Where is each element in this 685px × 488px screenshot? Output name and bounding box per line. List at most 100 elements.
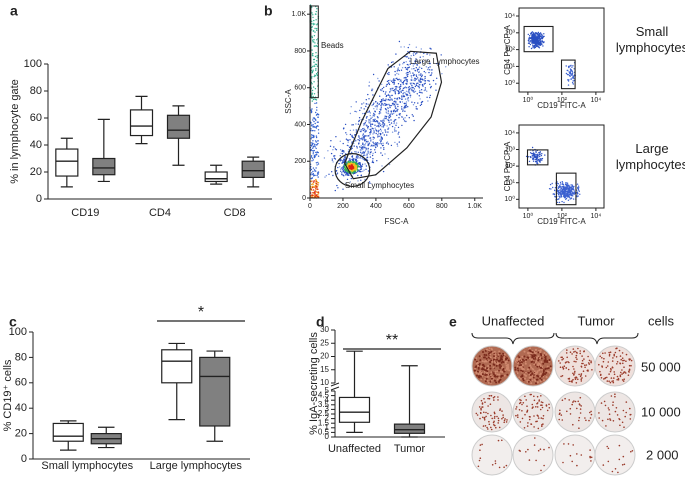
event-dot [430, 85, 432, 88]
spot [622, 362, 624, 365]
event-dot [389, 105, 391, 107]
event-dot [380, 107, 382, 109]
spot [567, 368, 570, 371]
spot [548, 359, 551, 361]
event-dot [317, 184, 319, 186]
event-dot [402, 87, 405, 90]
event-dot [362, 158, 364, 160]
spot [497, 417, 500, 420]
spot [525, 399, 527, 401]
event-dot [357, 171, 359, 173]
event-dot [426, 59, 428, 61]
event-dot [363, 147, 365, 149]
event-dot [424, 87, 427, 89]
spot [590, 460, 592, 462]
spot [542, 362, 545, 365]
event-dot [312, 117, 315, 119]
event-dot [382, 98, 384, 100]
event-dot [346, 165, 349, 167]
event-dot [311, 108, 313, 110]
event-dot [572, 76, 574, 79]
spot [540, 361, 543, 363]
event-dot [330, 152, 333, 155]
spot [607, 361, 610, 363]
event-dot [356, 166, 359, 168]
spot [544, 360, 547, 363]
event-dot [355, 123, 357, 125]
event-dot [312, 189, 315, 191]
event-dot [397, 126, 400, 129]
spot [493, 417, 496, 419]
event-dot [387, 103, 390, 106]
event-dot [567, 191, 569, 193]
event-dot [334, 148, 337, 150]
spot [548, 360, 551, 363]
event-dot [418, 85, 420, 88]
event-dot [328, 173, 330, 175]
spot [573, 373, 575, 376]
spot [604, 352, 606, 354]
event-dot [428, 61, 431, 63]
spot [476, 414, 479, 416]
event-dot [312, 186, 314, 189]
whisker-low [401, 433, 418, 438]
event-dot [567, 199, 570, 201]
event-dot [316, 57, 318, 59]
spot [574, 350, 576, 353]
event-dot [360, 129, 362, 131]
well [512, 434, 554, 476]
event-dot [560, 193, 562, 195]
spot [629, 414, 631, 416]
spot [526, 379, 529, 382]
event-dot [360, 153, 362, 155]
event-dot [402, 110, 405, 112]
spot [585, 419, 587, 422]
event-dot [540, 154, 543, 157]
event-dot [539, 41, 541, 44]
spot [547, 370, 550, 373]
event-dot [417, 82, 419, 84]
event-dot [355, 168, 357, 171]
event-dot [402, 118, 405, 120]
event-dot [351, 166, 353, 169]
spot [598, 363, 600, 366]
event-dot [314, 126, 316, 128]
spot [486, 379, 489, 382]
event-dot [372, 152, 374, 155]
event-dot [317, 129, 320, 131]
event-dot [565, 72, 568, 75]
event-dot [314, 63, 316, 65]
event-dot [414, 79, 416, 82]
event-dot [354, 163, 357, 165]
event-dot [405, 104, 408, 106]
event-dot [352, 169, 354, 171]
event-dot [376, 106, 378, 108]
event-dot [381, 154, 384, 156]
event-dot [360, 107, 362, 109]
event-dot [554, 195, 556, 198]
event-dot [355, 164, 357, 167]
spot [614, 468, 617, 470]
spot [487, 397, 489, 400]
event-dot [384, 104, 386, 107]
spot [537, 417, 540, 419]
event-dot [379, 123, 381, 125]
spot [541, 401, 544, 404]
event-dot [554, 187, 557, 189]
event-dot [395, 107, 397, 110]
spot [611, 470, 614, 473]
event-dot [353, 161, 355, 163]
event-dot [410, 79, 413, 81]
event-dot [310, 111, 313, 114]
spot [616, 375, 619, 378]
event-dot [426, 96, 428, 99]
spot [532, 376, 535, 379]
event-dot [383, 148, 385, 151]
spot [505, 464, 508, 467]
event-dot [407, 51, 409, 53]
event-dot [424, 89, 426, 91]
event-dot [413, 102, 416, 104]
event-dot [373, 130, 375, 132]
spot [549, 365, 552, 368]
event-dot [365, 139, 367, 141]
